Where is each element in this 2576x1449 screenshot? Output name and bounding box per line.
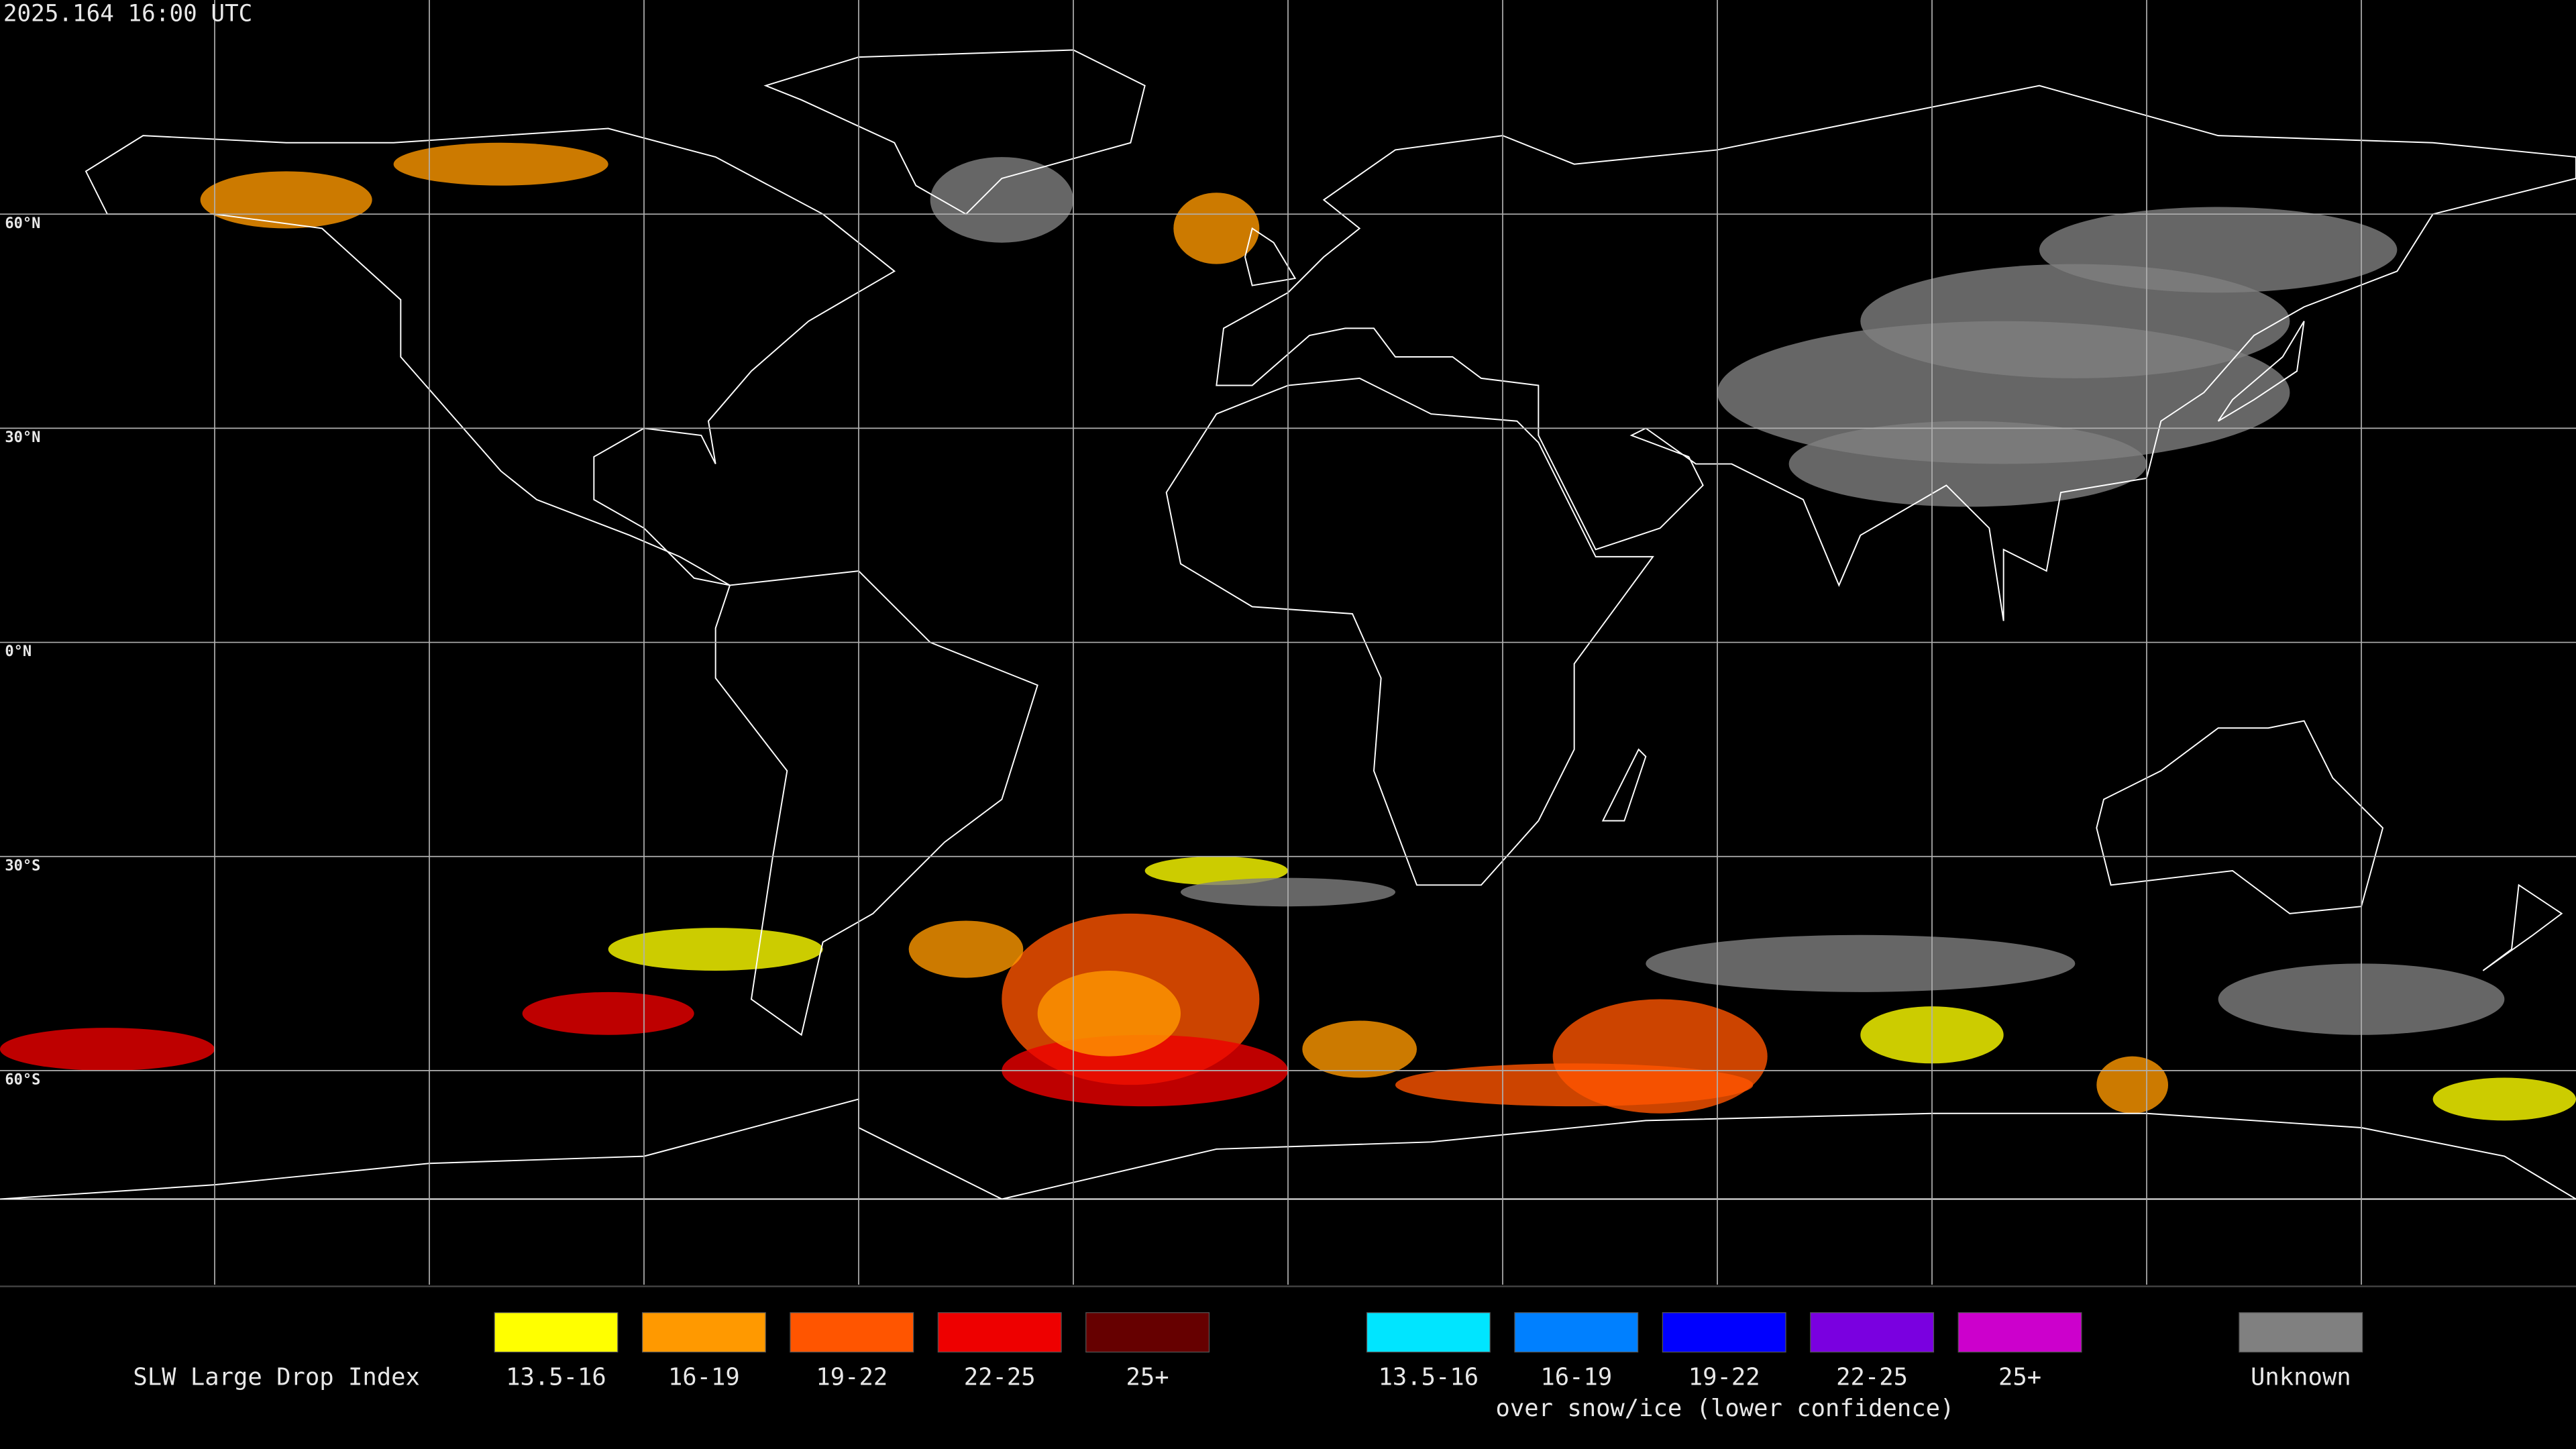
coastline bbox=[1601, 748, 1647, 822]
coastline bbox=[85, 127, 896, 586]
legend-swatch bbox=[790, 1312, 914, 1353]
coastline bbox=[2482, 883, 2563, 971]
legend-swatch bbox=[1662, 1312, 1786, 1353]
cloud-patch bbox=[1646, 934, 2076, 992]
legend-swatch bbox=[1514, 1312, 1639, 1353]
cloud-patch bbox=[1144, 856, 1289, 885]
legend-label: 19-22 bbox=[816, 1364, 888, 1391]
legend-swatch bbox=[641, 1312, 766, 1353]
legend-swatch bbox=[937, 1312, 1062, 1353]
cloud-patch bbox=[1037, 970, 1181, 1057]
latitude-label: 60°N bbox=[5, 215, 40, 232]
cloud-patch bbox=[1302, 1020, 1417, 1078]
coastline bbox=[763, 49, 1146, 215]
cloud-patch bbox=[2432, 1077, 2576, 1121]
legend-swatch bbox=[494, 1312, 619, 1353]
legend-label: 16-19 bbox=[668, 1364, 740, 1391]
legend-label: 25+ bbox=[1998, 1364, 2041, 1391]
cloud-patch bbox=[1860, 264, 2290, 378]
coastline bbox=[1165, 377, 1654, 886]
legend-note: over snow/ice (lower confidence) bbox=[1495, 1395, 1954, 1422]
cloud-patch bbox=[2096, 1056, 2169, 1114]
cloud-patch bbox=[0, 1028, 215, 1071]
latitude-label: 30°N bbox=[5, 429, 40, 446]
graticule bbox=[0, 0, 2576, 1285]
legend-swatch bbox=[1957, 1312, 2082, 1353]
coastlines bbox=[0, 49, 2576, 1200]
cloud-patch bbox=[1395, 1063, 1754, 1107]
legend-label: 25+ bbox=[1126, 1364, 1169, 1391]
legend-swatch bbox=[1366, 1312, 1491, 1353]
legend-swatch bbox=[1810, 1312, 1935, 1353]
legend-title: SLW Large Drop Index bbox=[133, 1364, 419, 1391]
cloud-patch bbox=[1788, 421, 2147, 507]
coastline bbox=[2096, 720, 2384, 914]
cloud-patch bbox=[930, 157, 1074, 243]
coastline bbox=[2217, 321, 2305, 422]
cloud-patch bbox=[200, 171, 372, 229]
latitude-label: 30°S bbox=[5, 857, 40, 874]
legend-label: 13.5-16 bbox=[1379, 1364, 1479, 1391]
legend-label: 19-22 bbox=[1688, 1364, 1760, 1391]
legend-swatch bbox=[1085, 1312, 1210, 1353]
coastline bbox=[1216, 85, 2576, 621]
cloud-patch bbox=[522, 991, 694, 1035]
coastline bbox=[0, 1098, 2576, 1200]
latitude-label: 0°N bbox=[5, 643, 32, 660]
legend-label: Unknown bbox=[2251, 1364, 2351, 1391]
cloud-patch bbox=[908, 920, 1024, 978]
legend-swatch bbox=[2239, 1312, 2363, 1353]
legend-label: 22-25 bbox=[1836, 1364, 1908, 1391]
latitude-label: 60°S bbox=[5, 1072, 40, 1089]
legend: SLW Large Drop Index over snow/ice (lowe… bbox=[133, 1312, 2363, 1422]
cloud-patch bbox=[2039, 207, 2398, 293]
legend-label: 16-19 bbox=[1540, 1364, 1612, 1391]
legend-label: 13.5-16 bbox=[506, 1364, 606, 1391]
legend-label: 22-25 bbox=[964, 1364, 1036, 1391]
cloud-patch bbox=[608, 928, 823, 971]
timestamp: 2025.164 16:00 UTC bbox=[3, 1, 252, 28]
cloud-patch bbox=[1173, 193, 1260, 264]
coastline bbox=[714, 570, 1038, 1036]
cloud-patch bbox=[393, 142, 608, 186]
